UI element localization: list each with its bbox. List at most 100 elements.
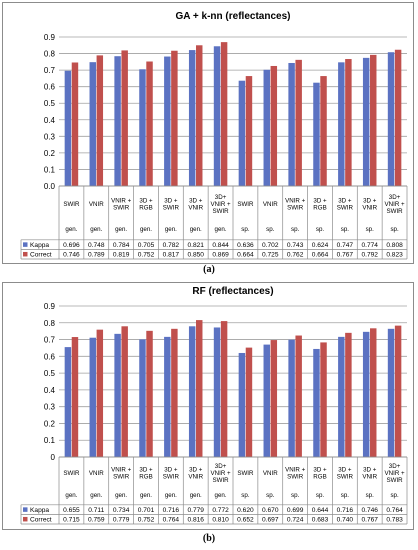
chart-b-group-label: gen. <box>190 492 202 499</box>
chart-a-category-label: 3D + <box>189 198 203 205</box>
chart-b-category-label: SWIR <box>237 470 254 477</box>
chart-b-category-label: VNIR <box>263 470 278 477</box>
chart-a-category-label: VNIR <box>188 205 203 212</box>
chart-a-value-kappa: 0.696 <box>63 242 80 249</box>
chart-b-category-label: SWIR <box>337 474 354 481</box>
chart-a-value-kappa: 0.743 <box>287 242 304 249</box>
chart-b-value-kappa: 0.716 <box>163 507 180 514</box>
chart-b-category-label: VNIR <box>89 470 104 477</box>
chart-a-value-correct: 0.746 <box>63 252 80 259</box>
chart-b-bar-correct <box>394 325 402 457</box>
chart-b-bar-correct <box>320 342 327 457</box>
chart-a-value-kappa: 0.821 <box>187 242 204 249</box>
chart-a-value-correct: 0.850 <box>187 252 204 259</box>
chart-a-category-label: VNIR + <box>211 201 232 208</box>
chart-a-group-label: gen. <box>90 226 102 233</box>
chart-b-category-label: RGB <box>139 474 152 481</box>
chart-b-bar-kappa <box>188 326 196 457</box>
chart-b-value-correct: 0.779 <box>113 517 130 524</box>
chart-b-value-correct: 0.740 <box>337 517 354 524</box>
chart-b-group-label: sp. <box>390 492 399 499</box>
chart-b-title: RF (reflectances) <box>192 286 273 297</box>
chart-a-category-label: 3D + <box>164 198 178 205</box>
chart-b-value-correct: 0.752 <box>138 517 155 524</box>
chart-a-bar-kappa <box>238 80 246 186</box>
chart-a-group-label: gen. <box>165 226 177 233</box>
chart-a-bar-correct <box>121 50 128 186</box>
chart-a-bar-correct <box>171 50 178 186</box>
chart-b-group-label: sp. <box>266 492 275 499</box>
chart-a-bar-correct <box>146 61 153 186</box>
chart-b-bar-correct <box>71 337 79 457</box>
chart-a-value-correct: 0.752 <box>138 252 155 259</box>
chart-b-bar-kappa <box>238 352 246 457</box>
chart-b-ytick-label: 0.9 <box>44 302 56 311</box>
chart-b-legend-swatch-kappa <box>23 507 28 512</box>
chart-b-value-correct: 0.764 <box>163 517 180 524</box>
chart-b-value-kappa: 0.764 <box>386 507 403 514</box>
chart-a-category-label: 3D + <box>338 198 352 205</box>
chart-a-value-correct: 0.819 <box>113 252 130 259</box>
chart-a-value-kappa: 0.636 <box>237 242 254 249</box>
chart-b-category-label: SWIR <box>386 477 403 484</box>
chart-a-group-label: gen. <box>140 226 152 233</box>
chart-b-group-label: sp. <box>341 492 350 499</box>
chart-a-bar-correct <box>96 55 104 187</box>
chart-a-bar-kappa <box>362 57 370 186</box>
chart-a-value-kappa: 0.747 <box>337 242 354 249</box>
chart-a-category-label: 3D+ <box>215 194 227 201</box>
chart-b-value-kappa: 0.711 <box>88 507 104 514</box>
chart-b-value-correct: 0.810 <box>212 517 229 524</box>
chart-a-group-label: sp. <box>291 226 300 233</box>
chart-b-group-label: sp. <box>316 492 325 499</box>
chart-a-bar-kappa <box>263 69 270 186</box>
chart-b-value-kappa: 0.772 <box>212 507 229 514</box>
chart-a-value-correct: 0.767 <box>337 252 354 259</box>
chart-b-category-label: 3D + <box>313 467 327 474</box>
chart-b-category-label: 3D + <box>164 467 178 474</box>
chart-a-ytick-label: 0.1 <box>44 165 56 174</box>
chart-a-ytick-label: 0.4 <box>44 116 56 125</box>
chart-b-category-label: SWIR <box>63 470 80 477</box>
chart-a-ytick-label: 0.0 <box>44 182 56 191</box>
chart-b-category-label: SWIR <box>113 474 130 481</box>
chart-a-value-kappa: 0.844 <box>212 242 229 249</box>
chart-b-value-correct: 0.816 <box>187 517 204 524</box>
chart-a-value-correct: 0.817 <box>163 252 180 259</box>
chart-a-category-label: RGB <box>139 205 152 212</box>
chart-a-bar-kappa <box>288 62 295 187</box>
chart-b-value-correct: 0.697 <box>262 517 279 524</box>
chart-a-category-label: 3D + <box>139 198 153 205</box>
chart-a-category-label: VNIR <box>89 201 104 208</box>
chart-b-category-label: 3D+ <box>389 463 401 470</box>
chart-a-bar-correct <box>196 45 203 187</box>
chart-b-bar-kappa <box>338 336 345 457</box>
chart-b-svg: RF (reflectances)00.10.20.30.40.50.60.70… <box>20 286 408 525</box>
chart-b-bar-kappa <box>64 347 72 457</box>
chart-b-group-label: gen. <box>215 492 227 499</box>
chart-b-ytick-label: 0.8 <box>44 319 56 328</box>
chart-a-group-label: sp. <box>366 226 375 233</box>
chart-b-ytick-label: 0.6 <box>44 352 56 361</box>
chart-a-value-correct: 0.823 <box>386 252 403 259</box>
chart-a-bar-correct <box>345 59 352 186</box>
chart-b-category-label: 3D+ <box>215 463 227 470</box>
chart-b-value-correct: 0.783 <box>386 517 403 524</box>
chart-a-value-kappa: 0.808 <box>386 242 403 249</box>
chart-b-bar-correct <box>370 328 377 457</box>
chart-a-bar-correct <box>220 42 228 187</box>
chart-a-ytick-label: 0.9 <box>44 33 56 42</box>
chart-a-category-label: SWIR <box>337 205 354 212</box>
chart-b-bar-kappa <box>313 348 320 457</box>
chart-a-group-label: sp. <box>341 226 350 233</box>
chart-a-ytick-label: 0.7 <box>44 66 56 75</box>
chart-a-legend-swatch-correct <box>23 251 28 257</box>
chart-a-ytick-label: 0.5 <box>44 99 56 108</box>
chart-b-value-kappa: 0.734 <box>113 507 130 514</box>
caption-a: (a) <box>203 264 215 275</box>
chart-a-bar-correct <box>245 76 253 186</box>
chart-b-ytick-label: 0.7 <box>44 336 56 345</box>
chart-a-legend-swatch-kappa <box>23 242 28 247</box>
chart-a-bar-kappa <box>64 70 72 186</box>
chart-a-bar-correct <box>320 76 327 186</box>
